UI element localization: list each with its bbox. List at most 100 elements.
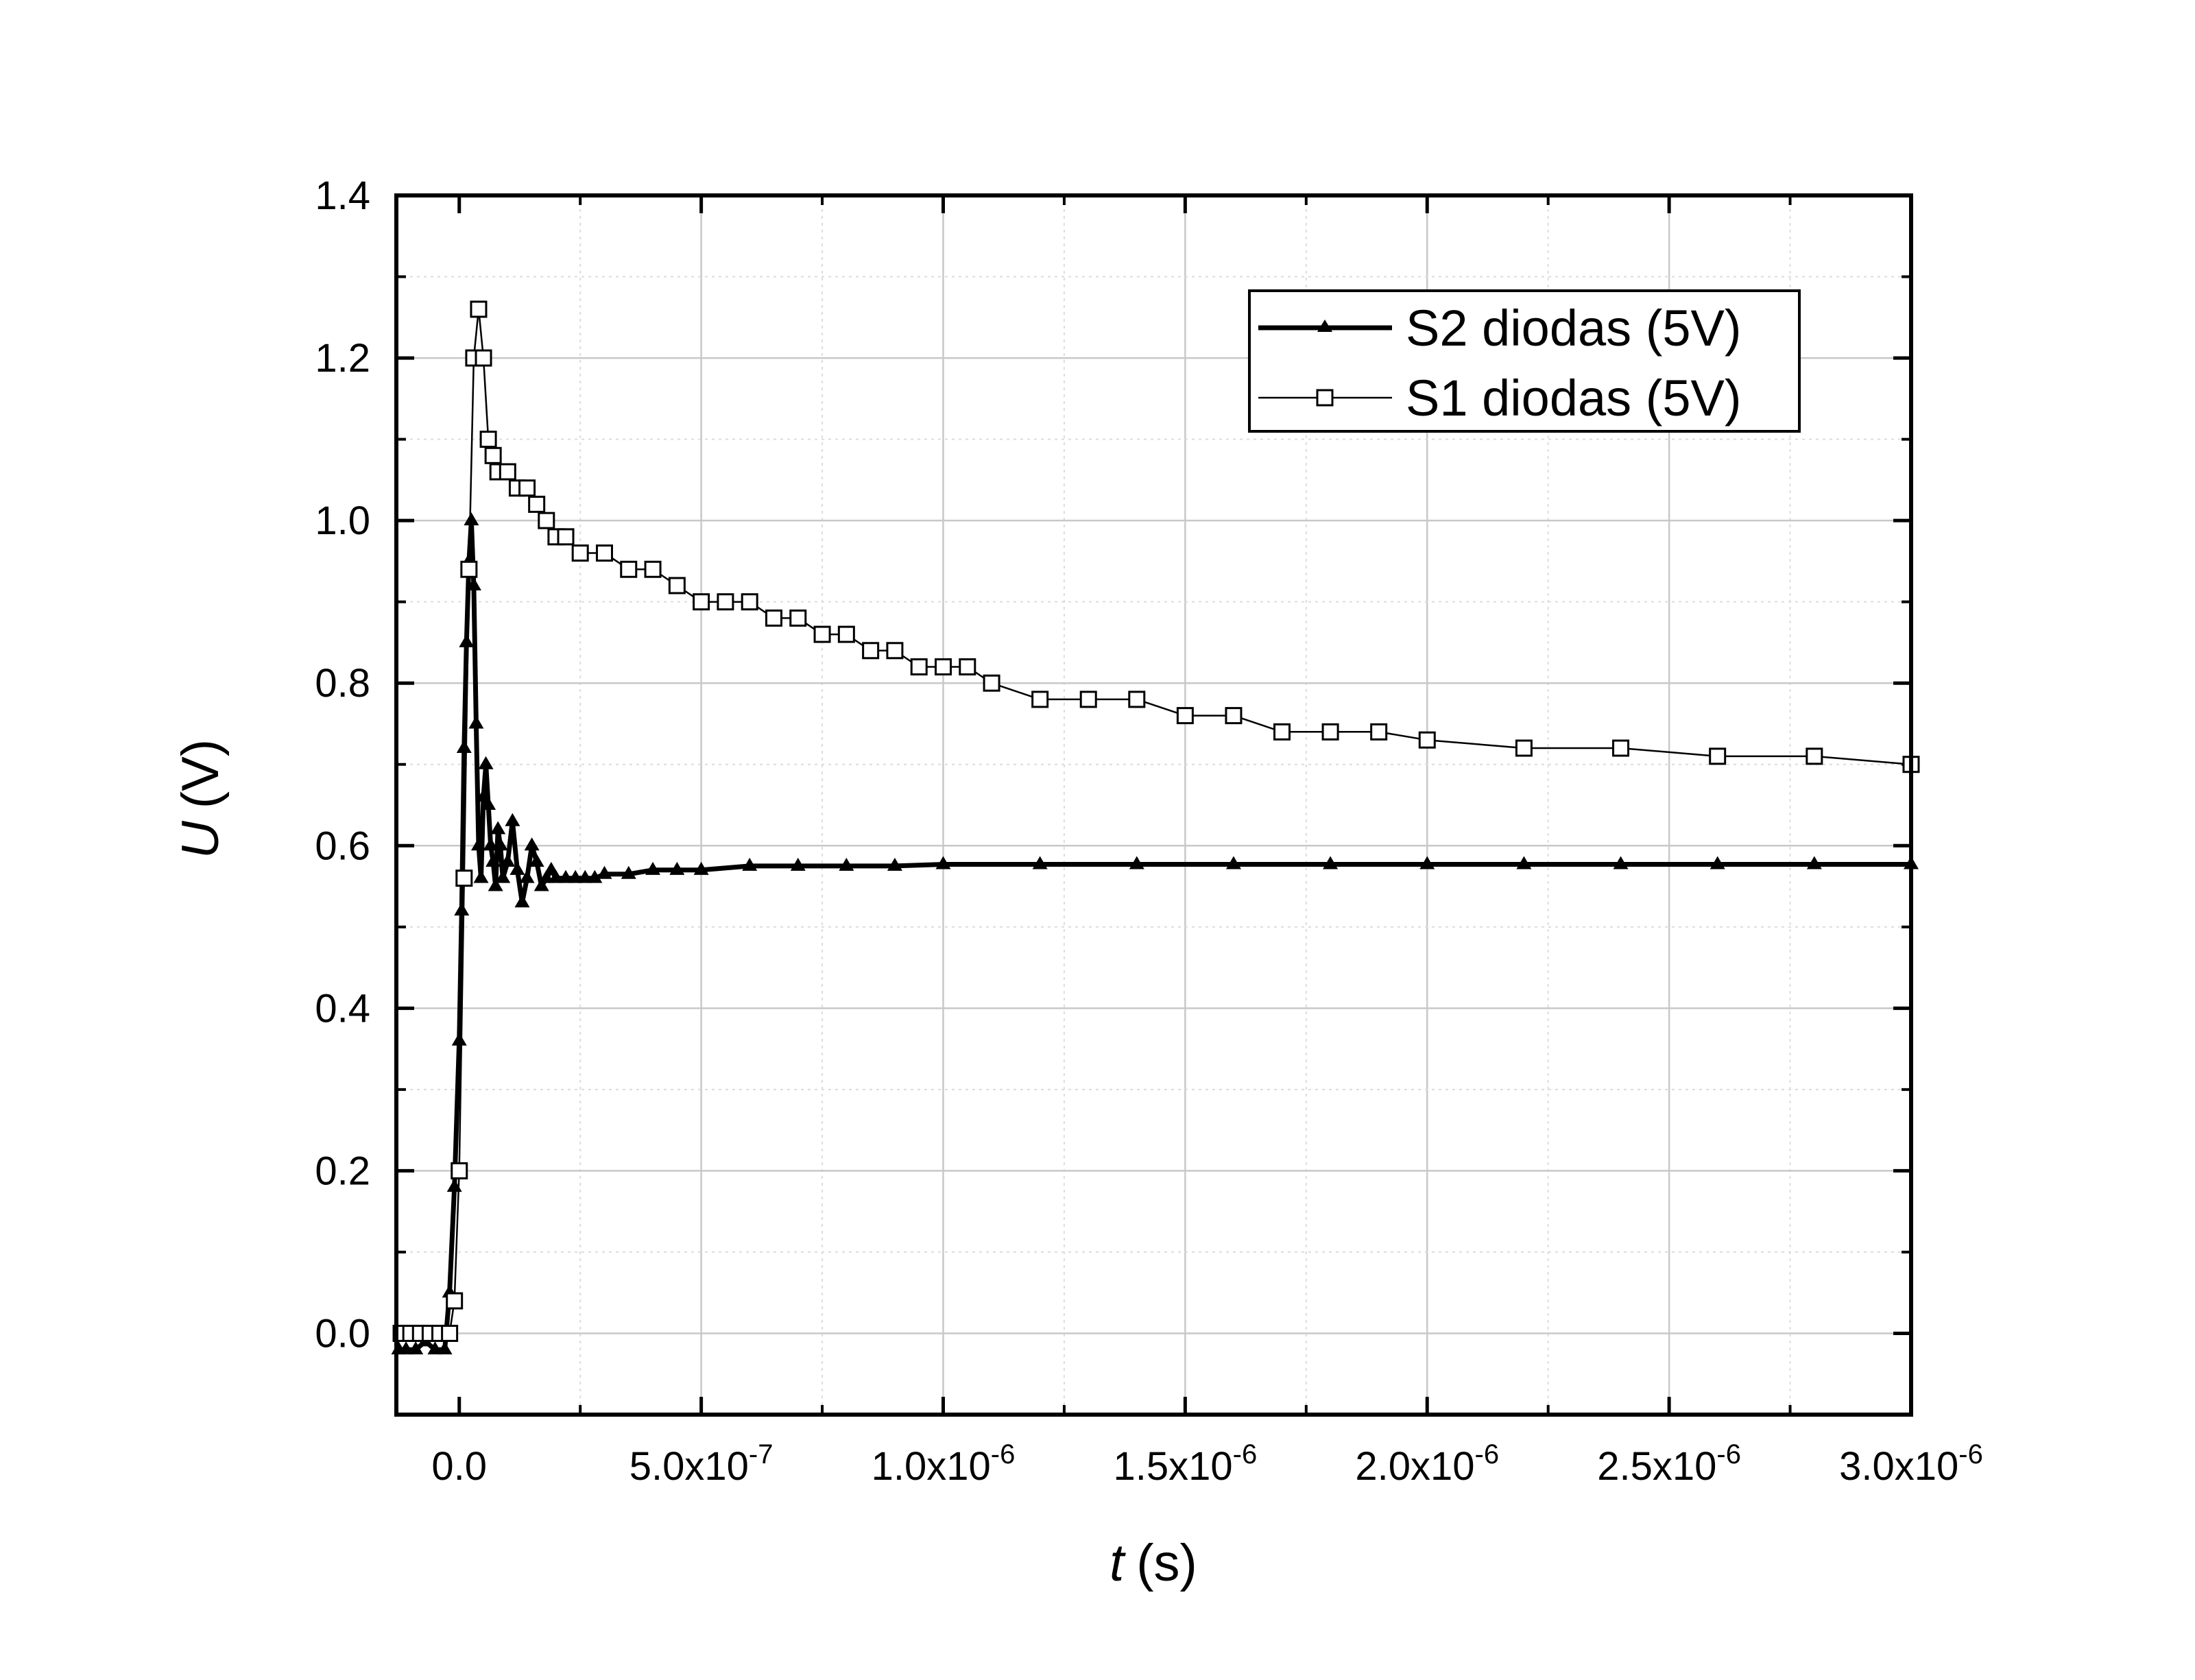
- data-point-triangle: [568, 869, 584, 883]
- y-tick-label: 0.2: [315, 1149, 370, 1193]
- data-point-square: [1709, 747, 1727, 765]
- data-point-square: [446, 1292, 464, 1310]
- data-point-triangle: [473, 869, 489, 883]
- data-point-square: [837, 625, 855, 643]
- data-point-triangle: [935, 856, 951, 869]
- data-point-square: [571, 544, 589, 562]
- y-axis-symbol: U: [171, 820, 230, 859]
- data-point-triangle: [500, 853, 516, 867]
- data-point-square: [1225, 707, 1243, 725]
- data-point-square: [717, 593, 734, 611]
- data-point-triangle: [509, 861, 525, 875]
- data-point-triangle: [1516, 856, 1532, 869]
- data-point-triangle: [587, 869, 603, 883]
- data-point-square: [528, 495, 546, 513]
- data-point-triangle: [437, 1341, 453, 1355]
- data-point-triangle: [451, 1032, 467, 1046]
- data-point-triangle: [485, 853, 501, 867]
- data-point-triangle: [839, 857, 854, 871]
- x-axis-unit: (s): [1136, 1534, 1197, 1592]
- data-point-triangle: [1032, 856, 1048, 869]
- data-point-square: [557, 528, 575, 546]
- x-tick-mantissa: 0.0: [431, 1444, 487, 1489]
- x-tick-exponent: -6: [1958, 1439, 1983, 1469]
- data-point-square: [886, 642, 904, 660]
- series-s1: [392, 300, 1920, 1342]
- data-point-triangle: [398, 1341, 414, 1355]
- data-point-triangle: [577, 869, 593, 883]
- data-point-square: [451, 1162, 468, 1179]
- data-point-triangle: [1323, 856, 1339, 869]
- x-tick-mantissa: 2.5x10: [1597, 1444, 1716, 1489]
- data-point-triangle: [645, 861, 661, 875]
- data-point-triangle: [693, 861, 709, 875]
- data-point-triangle: [558, 869, 574, 883]
- x-tick-mantissa: 2.0x10: [1355, 1444, 1474, 1489]
- x-tick-mantissa: 1.5x10: [1114, 1444, 1233, 1489]
- data-point-square: [1612, 739, 1630, 757]
- data-point-square: [499, 463, 516, 481]
- data-point-square: [484, 446, 502, 464]
- data-point-triangle: [1419, 856, 1435, 869]
- data-point-square: [470, 300, 488, 318]
- data-point-triangle: [481, 797, 496, 810]
- data-point-square: [644, 560, 662, 578]
- y-tick-label: 1.4: [315, 173, 370, 218]
- x-tick-exponent: -6: [991, 1439, 1016, 1469]
- data-point-triangle: [533, 878, 549, 891]
- data-point-square: [455, 869, 473, 887]
- data-point-triangle: [1225, 856, 1241, 869]
- legend-marker-s1: [1316, 389, 1334, 407]
- data-point-triangle: [505, 813, 520, 826]
- x-tick-label: 2.0x10-6: [1355, 1439, 1499, 1489]
- data-point-square: [595, 544, 613, 562]
- data-point-square: [789, 609, 807, 627]
- data-point-triangle: [456, 740, 472, 754]
- data-point-triangle: [621, 865, 636, 879]
- y-tick-label: 1.2: [315, 336, 370, 381]
- data-point-triangle: [466, 577, 481, 590]
- data-point-square: [813, 625, 831, 643]
- data-point-triangle: [1806, 856, 1822, 869]
- data-point-triangle: [1129, 856, 1144, 869]
- data-point-triangle: [597, 865, 612, 879]
- data-point-triangle: [790, 857, 806, 871]
- data-point-triangle: [427, 1341, 443, 1355]
- y-tick-label: 0.6: [315, 824, 370, 868]
- x-tick-label: 1.5x10-6: [1114, 1439, 1258, 1489]
- data-point-triangle: [483, 837, 499, 851]
- data-point-triangle: [519, 869, 535, 883]
- x-tick-mantissa: 3.0x10: [1839, 1444, 1958, 1489]
- data-point-square: [518, 479, 536, 497]
- data-point-square: [983, 674, 1000, 692]
- legend-label-s1: S1 diodas (5V): [1406, 370, 1742, 427]
- legend: S2 diodas (5V) S1 diodas (5V): [1248, 289, 1801, 433]
- data-point-triangle: [669, 861, 685, 875]
- data-point-square: [1176, 707, 1194, 725]
- data-point-triangle: [478, 756, 494, 769]
- data-point-square: [1079, 691, 1097, 708]
- x-tick-label: 1.0x10-6: [872, 1439, 1016, 1489]
- data-point-triangle: [1613, 856, 1629, 869]
- data-point-triangle: [1710, 856, 1725, 869]
- data-point-square: [475, 349, 492, 367]
- data-point-triangle: [514, 894, 530, 908]
- series-layer: [391, 300, 1920, 1355]
- y-axis-title: U (V): [171, 739, 230, 859]
- data-point-triangle: [464, 512, 479, 526]
- legend-label-s2: S2 diodas (5V): [1406, 300, 1742, 357]
- data-point-triangle: [459, 634, 475, 647]
- series-s2: [391, 512, 1919, 1355]
- data-point-square: [934, 658, 952, 675]
- data-point-triangle: [488, 878, 503, 891]
- x-tick-label: 3.0x10-6: [1839, 1439, 1983, 1489]
- data-point-triangle: [492, 837, 508, 851]
- data-point-square: [1515, 739, 1533, 757]
- data-point-triangle: [490, 821, 506, 835]
- x-tick-exponent: -6: [1716, 1439, 1741, 1469]
- data-point-square: [1418, 731, 1436, 749]
- y-tick-label: 0.8: [315, 661, 370, 706]
- data-point-triangle: [408, 1341, 424, 1355]
